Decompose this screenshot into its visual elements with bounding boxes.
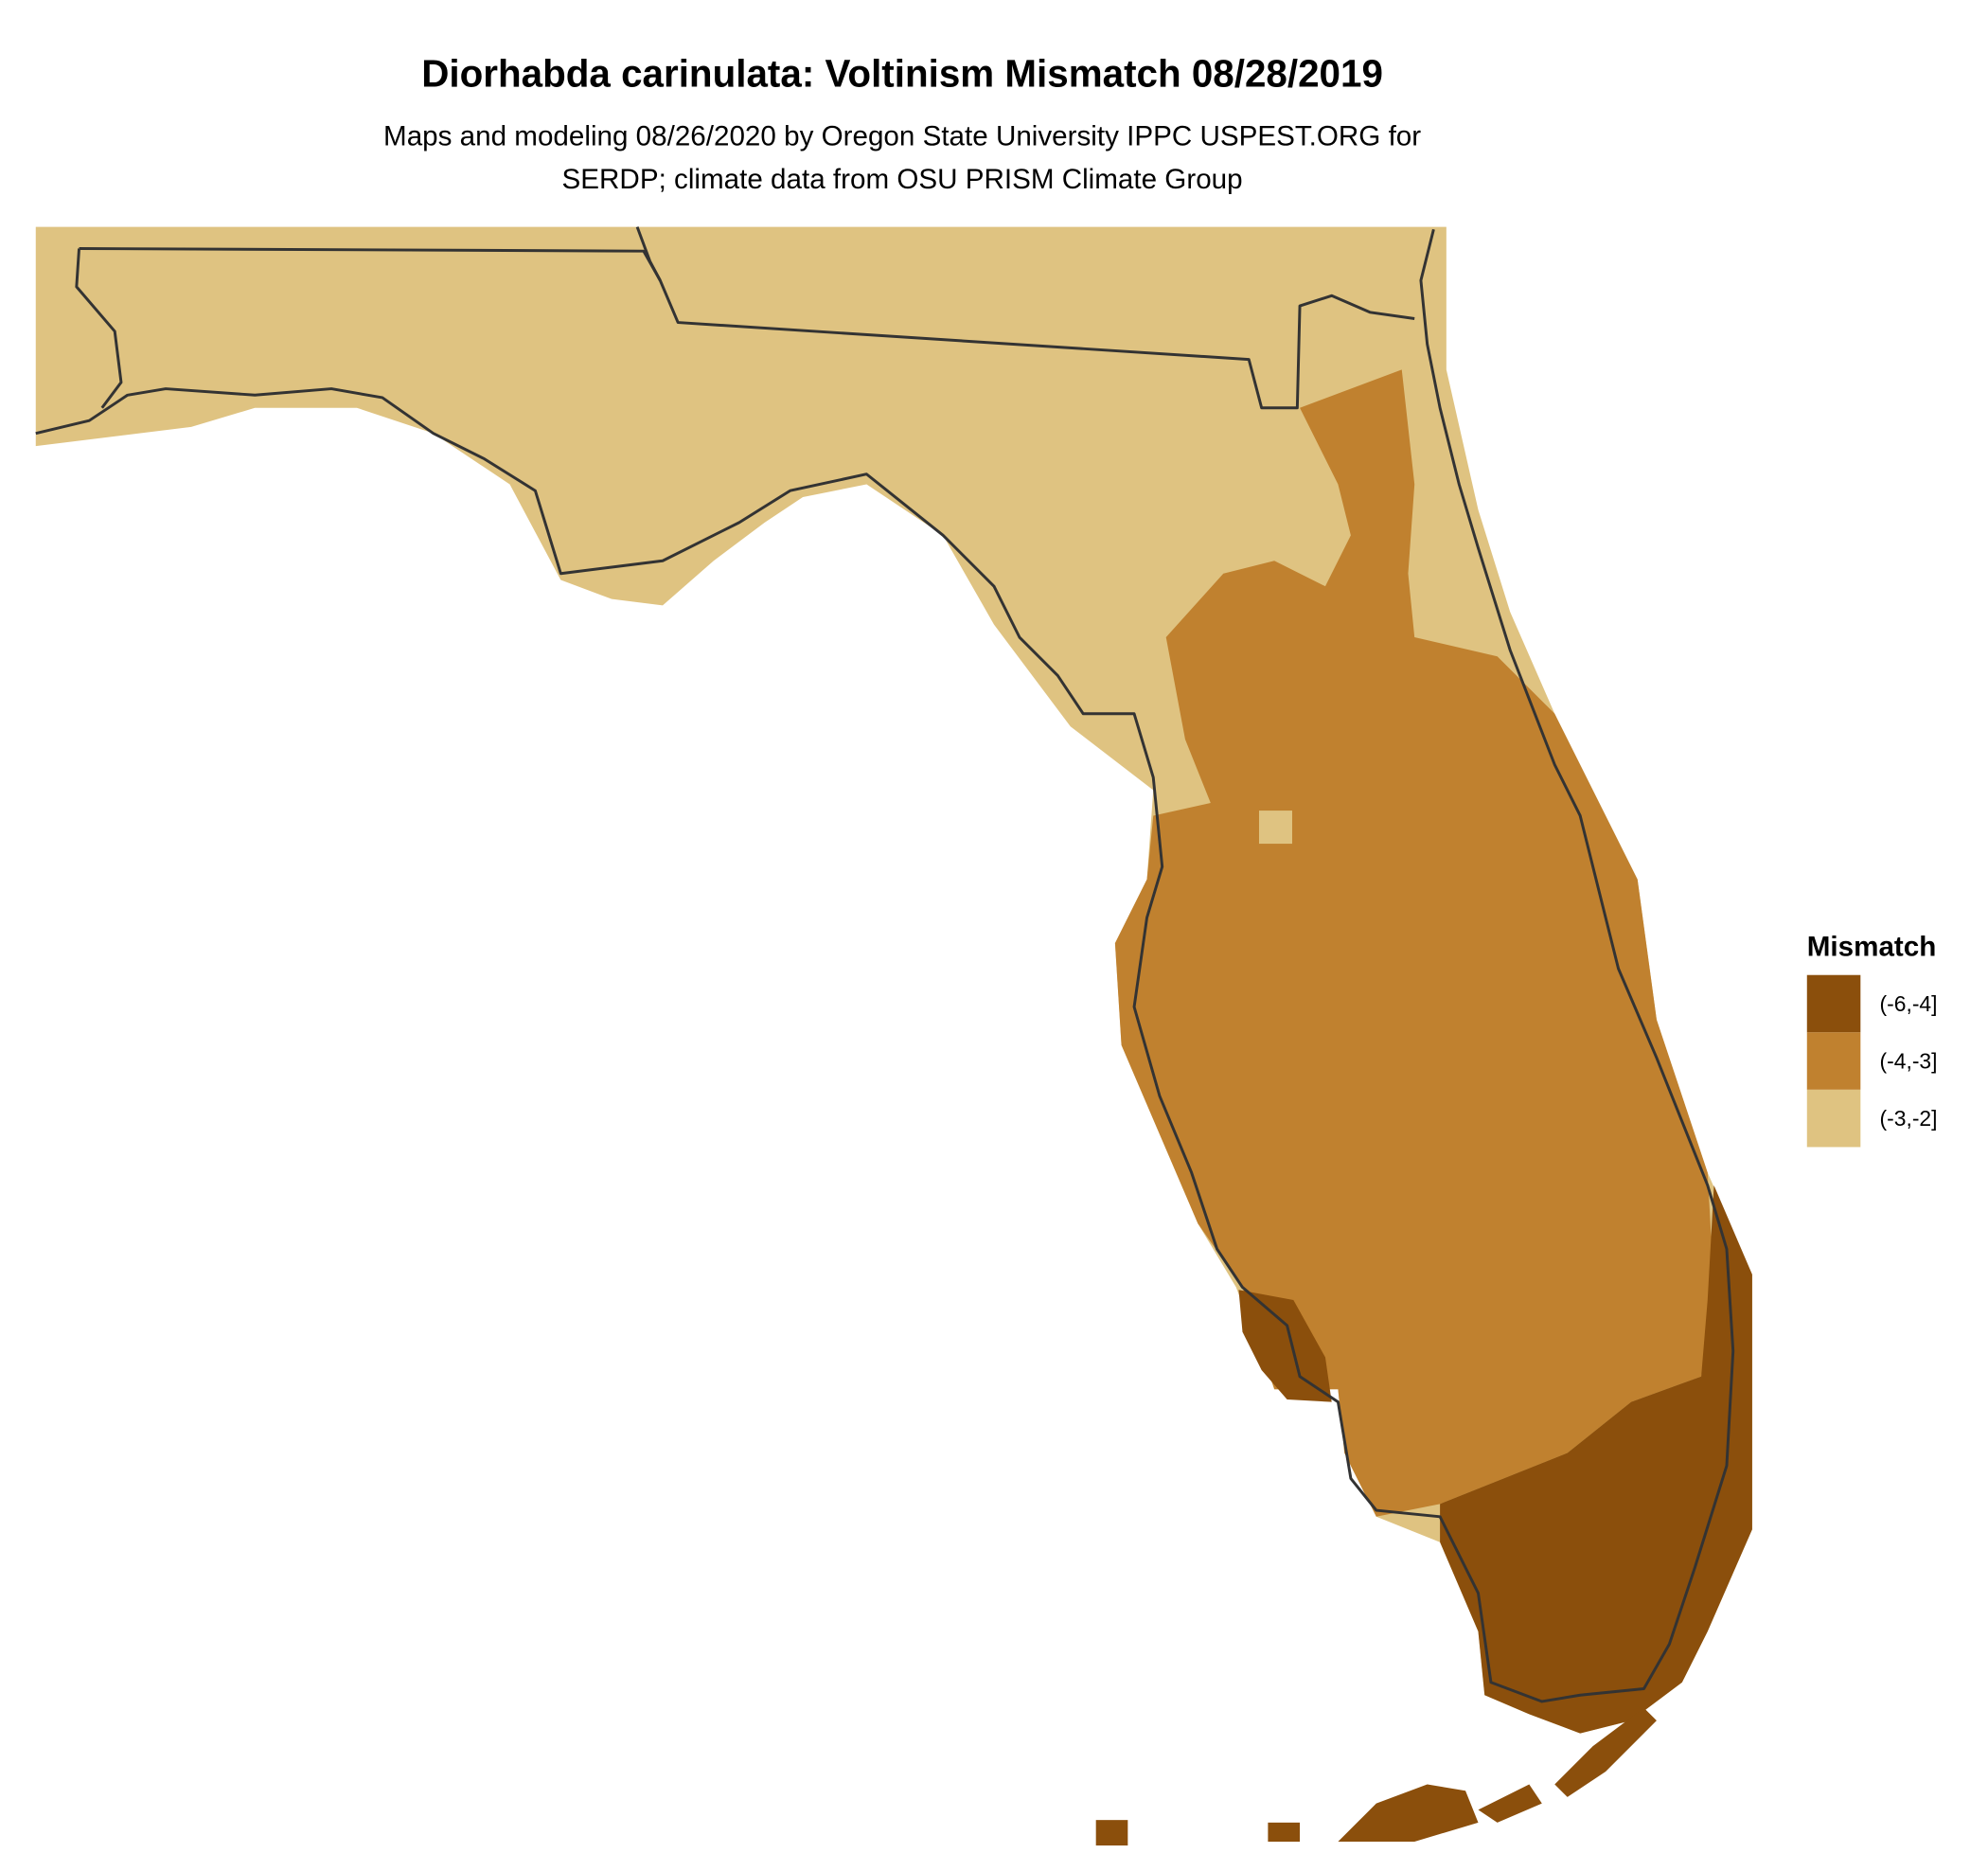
zone-dark xyxy=(1554,1707,1657,1797)
legend-label: (-6,-4] xyxy=(1880,991,1938,1016)
legend: (-6,-4] (-4,-3] (-3,-2] xyxy=(1806,974,1938,1148)
state-border xyxy=(635,226,662,281)
legend-swatch xyxy=(1806,1032,1861,1090)
legend-swatch xyxy=(1806,974,1861,1033)
zone-dark xyxy=(1478,1784,1542,1823)
zone-dark xyxy=(1095,1820,1128,1846)
map-title: Diorhabda carinulata: Voltinism Mismatch… xyxy=(421,52,1383,96)
zone-dark xyxy=(1238,1290,1332,1402)
legend-swatch xyxy=(1806,1089,1861,1148)
zone-light xyxy=(1258,811,1292,845)
zone-dark xyxy=(1338,1784,1479,1843)
legend-label: (-3,-2] xyxy=(1880,1106,1938,1131)
map xyxy=(35,226,1752,1846)
subtitle: Maps and modeling 08/26/2020 by Oregon S… xyxy=(383,120,1421,151)
zone-dark xyxy=(1268,1822,1301,1843)
legend-label: (-4,-3] xyxy=(1880,1049,1938,1074)
subtitle: SERDP; climate data from OSU PRISM Clima… xyxy=(562,164,1243,195)
state-outline xyxy=(35,228,1735,1703)
state-border xyxy=(75,248,123,409)
zone-dark xyxy=(1440,1185,1752,1734)
legend-title: Mismatch xyxy=(1807,932,1937,963)
zone-mid xyxy=(1114,369,1714,1517)
